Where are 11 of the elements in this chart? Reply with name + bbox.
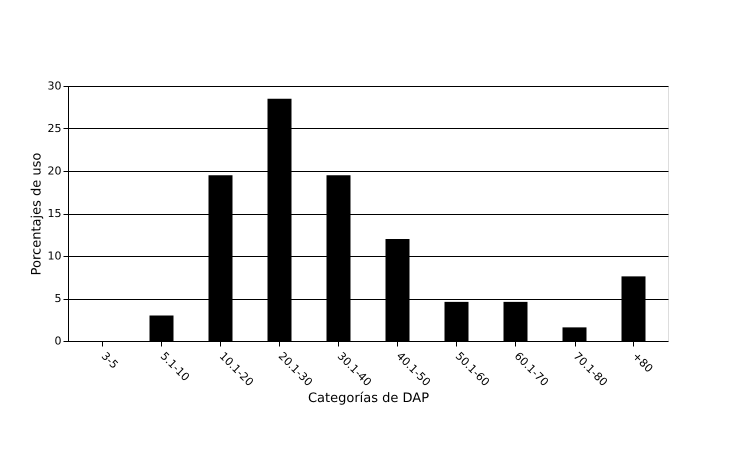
y-tick-label: 15 [48,207,62,220]
y-tick-label: 30 [48,80,62,92]
y-tick-label: 10 [48,250,62,262]
x-tick-label: +80 [630,350,656,376]
y-tick-label: 0 [54,334,62,348]
y-tick-label: 20 [48,164,62,178]
y-tick-label: 5 [54,292,62,305]
y-tick-label: 25 [48,122,62,135]
x-axis-title: Categorías de DAP [308,391,430,406]
x-tick-label: 3-5 [98,350,121,372]
y-axis-title: Porcentajes de uso [30,152,45,276]
